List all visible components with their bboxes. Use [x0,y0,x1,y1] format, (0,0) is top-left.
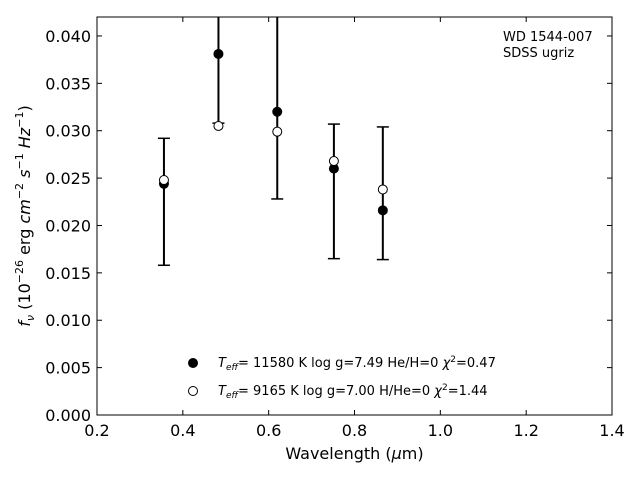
y-tick-label: 0.020 [45,216,91,235]
y-tick-label: 0.040 [45,27,91,46]
data-points [158,48,388,216]
legend-label-filled: Teff= 11580 K log g=7.49 He/H=0 χ2=0.47 [218,355,496,373]
point-open [272,126,283,137]
y-tick-label: 0.035 [45,74,91,93]
x-tick-label: 0.2 [84,421,109,440]
point-open [377,184,388,195]
y-tick-label: 0.030 [45,122,91,141]
x-tick-label: 1.4 [599,421,624,440]
y-tick-label: 0.000 [45,406,91,425]
y-tick-label: 0.025 [45,169,91,188]
y-tick-label: 0.015 [45,264,91,283]
annotation-survey: SDSS ugriz [503,46,574,61]
point-filled [272,106,283,117]
point-filled [377,205,388,216]
y-axis-label: fν (10−26 erg cm−2 s−1 Hz−1) [13,105,37,326]
x-tick-label: 1.2 [513,421,538,440]
legend-label-open: Teff= 9165 K log g=7.00 H/He=0 χ2=1.44 [218,383,488,401]
legend-marker-filled [188,358,198,368]
point-filled [213,48,224,59]
point-open [213,120,224,131]
legend-marker-open [188,386,198,396]
legend: Teff= 11580 K log g=7.49 He/H=0 χ2=0.47 … [188,355,496,401]
annotation-star: WD 1544-007 [503,30,593,45]
x-tick-label: 0.8 [342,421,367,440]
x-tick-label: 1.0 [428,421,453,440]
y-tick-label: 0.005 [45,359,91,378]
y-tick-label: 0.010 [45,311,91,330]
plot-frame [96,16,613,416]
axis-ticks: 0.2 0.4 0.6 0.8 1.0 1.2 1.4 0.000 0.005 0.010 0.01… [45,17,625,440]
point-open [328,156,339,167]
x-axis-label: Wavelength (μm) [285,444,423,463]
error-bars [157,17,389,267]
point-open [158,174,169,185]
x-tick-label: 0.4 [170,421,195,440]
x-tick-label: 0.6 [256,421,281,440]
